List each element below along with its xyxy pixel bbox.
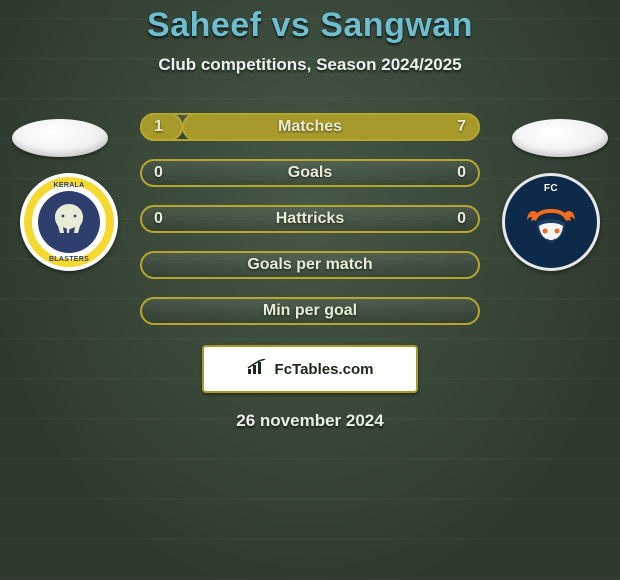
page-title: Saheef vs Sangwan (0, 6, 620, 45)
stat-label: Goals per match (247, 256, 372, 274)
page-subtitle: Club competitions, Season 2024/2025 (0, 55, 620, 75)
club-badge-right-bg: FC (502, 173, 600, 271)
club-badge-left-bg: KERALA BLASTERS (20, 173, 118, 271)
stat-label: Matches (278, 118, 342, 136)
stat-label: Hattricks (276, 210, 344, 228)
comparison-card: Saheef vs Sangwan Club competitions, Sea… (0, 0, 620, 431)
stat-bar: 0 0 Goals (140, 159, 480, 187)
stat-value-right: 7 (457, 118, 466, 136)
elephant-icon (47, 198, 91, 247)
stat-value-right: 0 (457, 210, 466, 228)
club-right-top-text: FC (505, 183, 597, 194)
stat-value-left: 0 (154, 164, 163, 182)
stat-bar: Goals per match (140, 251, 480, 279)
country-flag-left (12, 119, 108, 157)
country-flag-right (512, 119, 608, 157)
club-left-top-text: KERALA (20, 182, 118, 189)
brand-text: FcTables.com (275, 361, 374, 378)
stat-bar: Min per goal (140, 297, 480, 325)
stat-bar: 0 0 Hattricks (140, 205, 480, 233)
brand-box[interactable]: FcTables.com (202, 345, 418, 393)
club-badge-left-inner (38, 191, 100, 253)
stat-bar: 1 7 Matches (140, 113, 480, 141)
club-left-bottom-text: BLASTERS (20, 256, 118, 263)
club-badge-left: KERALA BLASTERS (20, 173, 118, 271)
stat-bars: 1 7 Matches 0 0 Goals 0 0 Hattricks Goals per mat… (140, 113, 480, 343)
stat-label: Min per goal (263, 302, 357, 320)
stat-label: Goals (288, 164, 332, 182)
stat-value-left: 1 (154, 118, 163, 136)
stat-value-left: 0 (154, 210, 163, 228)
gaur-icon (523, 201, 579, 251)
comparison-layout: KERALA BLASTERS FC (0, 103, 620, 333)
club-badge-right: FC (502, 173, 600, 271)
snapshot-date: 26 november 2024 (0, 411, 620, 431)
stat-value-right: 0 (457, 164, 466, 182)
bar-chart-icon (247, 359, 269, 380)
